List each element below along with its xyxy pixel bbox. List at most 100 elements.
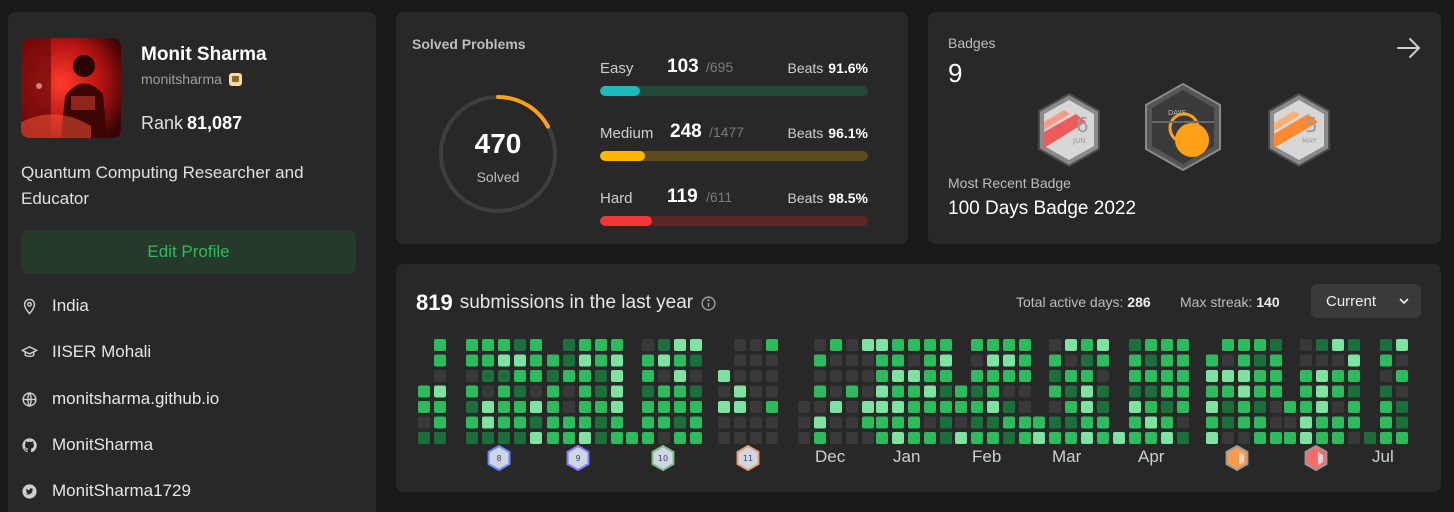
heatmap-day-cell[interactable] bbox=[642, 354, 654, 367]
heatmap-day-cell[interactable] bbox=[1049, 370, 1061, 382]
heatmap-day-cell[interactable] bbox=[1316, 416, 1328, 429]
heatmap-day-cell[interactable] bbox=[642, 385, 654, 398]
heatmap-day-cell[interactable] bbox=[1003, 339, 1015, 351]
heatmap-day-cell[interactable] bbox=[514, 385, 526, 398]
heatmap-day-cell[interactable] bbox=[987, 432, 999, 444]
heatmap-day-cell[interactable] bbox=[1222, 354, 1234, 367]
heatmap-day-cell[interactable] bbox=[862, 416, 874, 429]
heatmap-day-cell[interactable] bbox=[971, 354, 983, 367]
heatmap-day-cell[interactable] bbox=[530, 385, 542, 398]
arrow-right-icon[interactable] bbox=[1395, 34, 1423, 62]
heatmap-day-cell[interactable] bbox=[1284, 401, 1296, 413]
website-link[interactable]: monitsharma.github.io bbox=[52, 389, 220, 408]
heatmap-day-cell[interactable] bbox=[1270, 370, 1282, 382]
heatmap-day-cell[interactable] bbox=[1206, 370, 1218, 382]
heatmap-day-cell[interactable] bbox=[690, 339, 702, 351]
heatmap-day-cell[interactable] bbox=[955, 401, 967, 413]
twitter-link[interactable]: MonitSharma1729 bbox=[52, 481, 191, 500]
heatmap-day-cell[interactable] bbox=[955, 416, 967, 429]
heatmap-day-cell[interactable] bbox=[1177, 354, 1189, 367]
heatmap-day-cell[interactable] bbox=[1332, 401, 1344, 413]
heatmap-day-cell[interactable] bbox=[482, 401, 494, 413]
heatmap-day-cell[interactable] bbox=[1380, 385, 1392, 398]
heatmap-day-cell[interactable] bbox=[466, 432, 478, 444]
heatmap-day-cell[interactable] bbox=[530, 432, 542, 444]
heatmap-day-cell[interactable] bbox=[1332, 432, 1344, 444]
heatmap-day-cell[interactable] bbox=[1177, 339, 1189, 351]
heatmap-day-cell[interactable] bbox=[626, 432, 638, 444]
heatmap-day-cell[interactable] bbox=[1380, 416, 1392, 429]
heatmap-day-cell[interactable] bbox=[955, 385, 967, 398]
heatmap-day-cell[interactable] bbox=[1019, 339, 1031, 351]
heatmap-day-cell[interactable] bbox=[862, 432, 874, 444]
heatmap-day-cell[interactable] bbox=[846, 416, 858, 429]
heatmap-day-cell[interactable] bbox=[1238, 432, 1250, 444]
heatmap-day-cell[interactable] bbox=[1222, 385, 1234, 398]
heatmap-day-cell[interactable] bbox=[766, 354, 778, 367]
heatmap-day-cell[interactable] bbox=[750, 370, 762, 382]
heatmap-day-cell[interactable] bbox=[498, 401, 510, 413]
heatmap-day-cell[interactable] bbox=[1348, 416, 1360, 429]
heatmap-day-cell[interactable] bbox=[940, 385, 952, 398]
heatmap-day-cell[interactable] bbox=[876, 370, 888, 382]
badge-100-days[interactable]: DAYS bbox=[1142, 82, 1224, 172]
heatmap-day-cell[interactable] bbox=[971, 339, 983, 351]
heatmap-day-cell[interactable] bbox=[1097, 339, 1109, 351]
heatmap-day-cell[interactable] bbox=[876, 432, 888, 444]
heatmap-day-cell[interactable] bbox=[563, 401, 575, 413]
heatmap-day-cell[interactable] bbox=[1300, 339, 1312, 351]
heatmap-day-cell[interactable] bbox=[987, 416, 999, 429]
heatmap-day-cell[interactable] bbox=[579, 370, 591, 382]
heatmap-day-cell[interactable] bbox=[498, 354, 510, 367]
heatmap-day-cell[interactable] bbox=[418, 401, 430, 413]
heatmap-day-cell[interactable] bbox=[1348, 385, 1360, 398]
heatmap-day-cell[interactable] bbox=[1049, 339, 1061, 351]
heatmap-day-cell[interactable] bbox=[1129, 416, 1141, 429]
heatmap-day-cell[interactable] bbox=[498, 385, 510, 398]
heatmap-day-cell[interactable] bbox=[611, 385, 623, 398]
heatmap-day-cell[interactable] bbox=[1081, 385, 1093, 398]
monthly-badge-icon[interactable]: 10 bbox=[651, 444, 675, 472]
heatmap-day-cell[interactable] bbox=[642, 339, 654, 351]
heatmap-day-cell[interactable] bbox=[1206, 416, 1218, 429]
heatmap-day-cell[interactable] bbox=[434, 432, 446, 444]
heatmap-day-cell[interactable] bbox=[1254, 416, 1266, 429]
heatmap-day-cell[interactable] bbox=[1300, 416, 1312, 429]
heatmap-day-cell[interactable] bbox=[1270, 385, 1282, 398]
heatmap-day-cell[interactable] bbox=[1316, 339, 1328, 351]
heatmap-day-cell[interactable] bbox=[1049, 432, 1061, 444]
heatmap-day-cell[interactable] bbox=[674, 432, 686, 444]
heatmap-day-cell[interactable] bbox=[498, 339, 510, 351]
heatmap-day-cell[interactable] bbox=[1161, 354, 1173, 367]
heatmap-day-cell[interactable] bbox=[814, 354, 826, 367]
heatmap-day-cell[interactable] bbox=[908, 339, 920, 351]
heatmap-day-cell[interactable] bbox=[1019, 370, 1031, 382]
heatmap-day-cell[interactable] bbox=[1254, 354, 1266, 367]
heatmap-day-cell[interactable] bbox=[862, 370, 874, 382]
heatmap-day-cell[interactable] bbox=[987, 354, 999, 367]
heatmap-day-cell[interactable] bbox=[514, 354, 526, 367]
heatmap-day-cell[interactable] bbox=[658, 354, 670, 367]
heatmap-day-cell[interactable] bbox=[1033, 416, 1045, 429]
heatmap-day-cell[interactable] bbox=[718, 432, 730, 444]
heatmap-day-cell[interactable] bbox=[846, 339, 858, 351]
heatmap-day-cell[interactable] bbox=[798, 416, 810, 429]
monthly-badge-icon[interactable]: 11 bbox=[736, 444, 760, 472]
heatmap-day-cell[interactable] bbox=[434, 339, 446, 351]
heatmap-day-cell[interactable] bbox=[514, 401, 526, 413]
heatmap-day-cell[interactable] bbox=[1396, 432, 1408, 444]
heatmap-day-cell[interactable] bbox=[1348, 432, 1360, 444]
monthly-badge-icon[interactable]: 8 bbox=[487, 444, 511, 472]
heatmap-day-cell[interactable] bbox=[1065, 432, 1077, 444]
heatmap-day-cell[interactable] bbox=[830, 370, 842, 382]
heatmap-day-cell[interactable] bbox=[1129, 432, 1141, 444]
heatmap-day-cell[interactable] bbox=[1332, 370, 1344, 382]
heatmap-day-cell[interactable] bbox=[1348, 401, 1360, 413]
heatmap-day-cell[interactable] bbox=[1270, 416, 1282, 429]
heatmap-day-cell[interactable] bbox=[579, 401, 591, 413]
heatmap-day-cell[interactable] bbox=[971, 385, 983, 398]
heatmap-day-cell[interactable] bbox=[987, 385, 999, 398]
heatmap-day-cell[interactable] bbox=[674, 339, 686, 351]
heatmap-day-cell[interactable] bbox=[690, 401, 702, 413]
heatmap-day-cell[interactable] bbox=[658, 416, 670, 429]
